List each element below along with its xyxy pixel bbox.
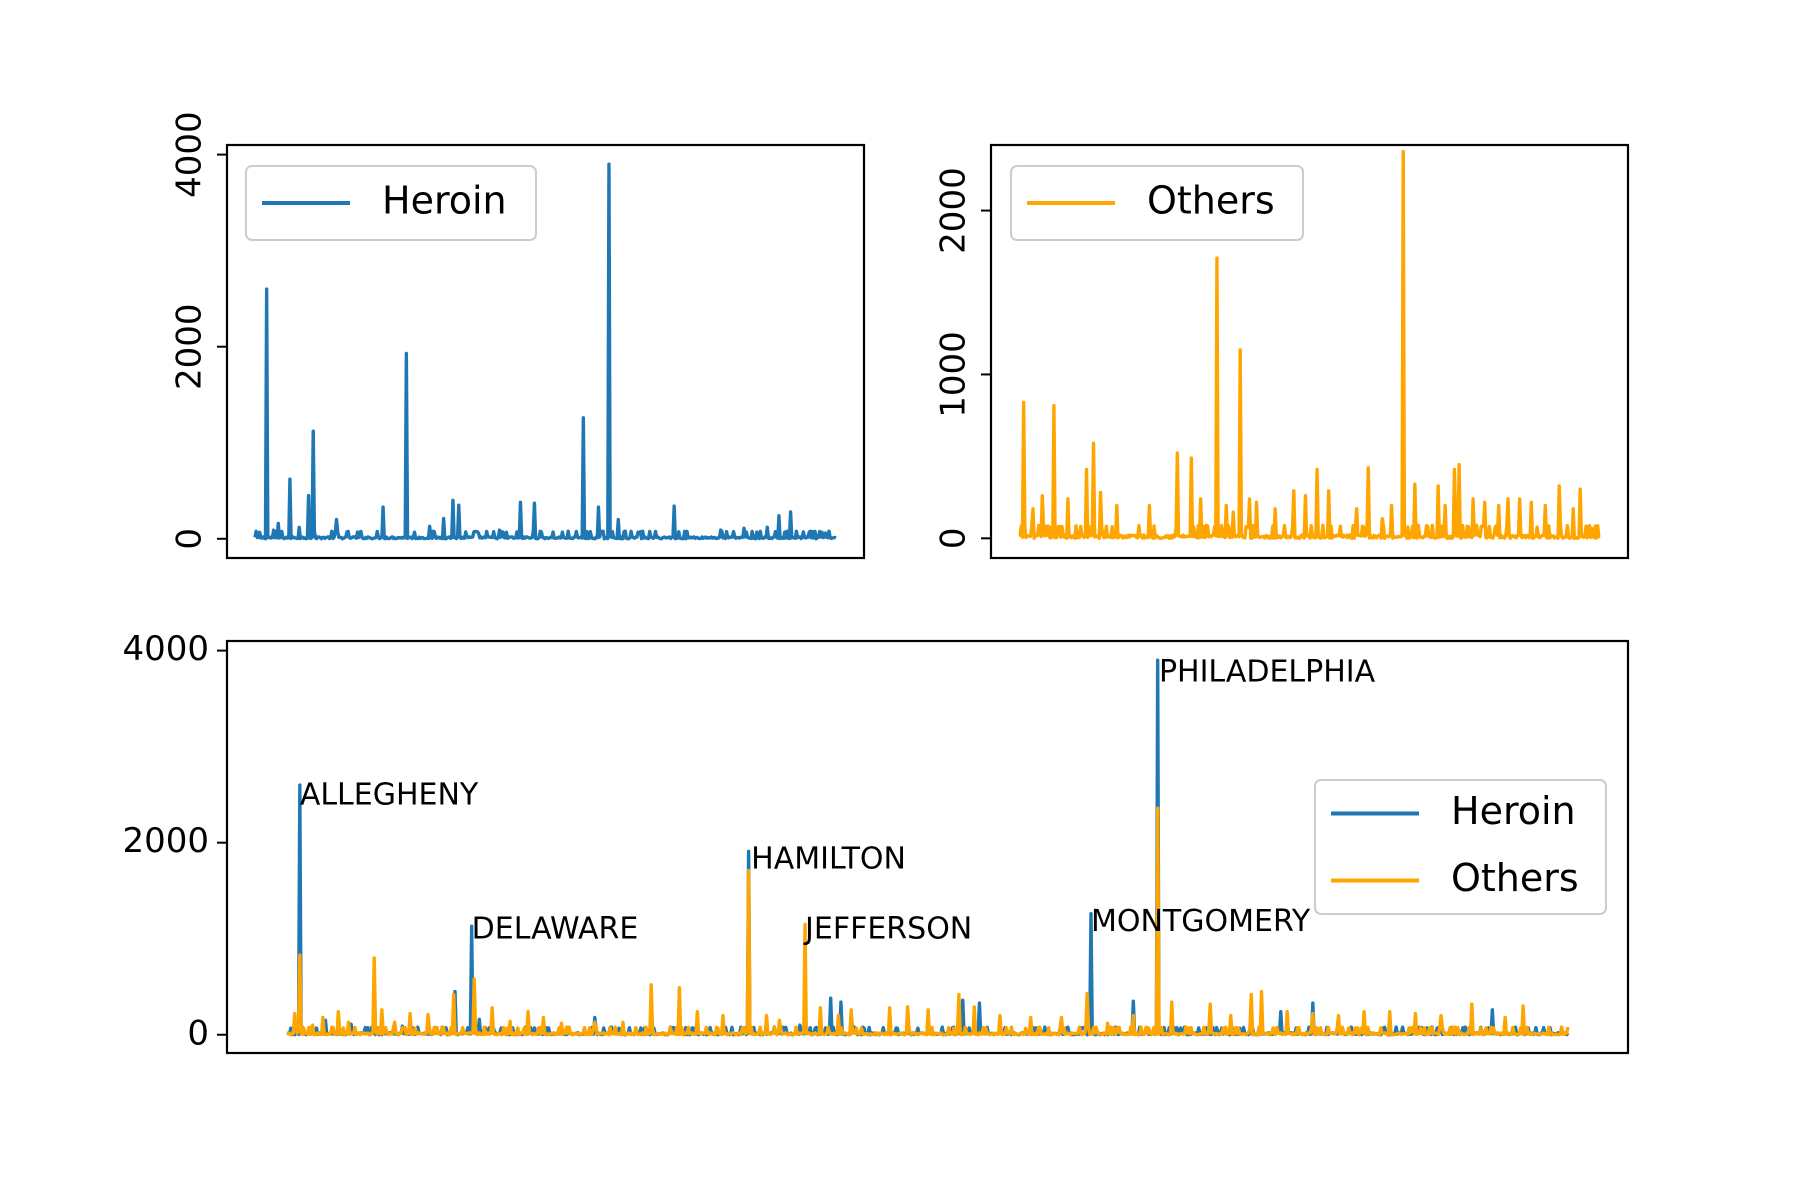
- annotation-montgomery: MONTGOMERY: [1091, 904, 1311, 939]
- legend-frame: [245, 165, 537, 241]
- series-line-others: [1018, 149, 1601, 541]
- legend-label-others: Others: [1451, 856, 1579, 900]
- panel-top-right-others: 0 1000 2000 Others: [934, 143, 1630, 560]
- y-tick-label: 4000: [122, 629, 209, 669]
- y-tick-label: 2000: [934, 167, 974, 254]
- series-line-others: [286, 806, 1570, 1037]
- legend-label-heroin: Heroin: [382, 179, 507, 223]
- axes-frame: [225, 143, 866, 560]
- panel-bottom-combined: 0 2000 4000 ALLEGHENY DELAWARE HAMILTON JEFFER…: [122, 629, 1630, 1055]
- series-line-heroin: [253, 162, 837, 541]
- y-tick-label: 0: [170, 528, 210, 550]
- annotation-allegheny: ALLEGHENY: [300, 777, 479, 812]
- panel-top-left-heroin: 0 2000 4000 Heroin: [170, 111, 866, 560]
- legend-label-others: Others: [1147, 179, 1275, 223]
- y-tick-label: 1000: [934, 331, 974, 418]
- series-lines: [253, 162, 837, 541]
- series-lines: [1018, 149, 1601, 541]
- legend-frame: [1010, 165, 1304, 241]
- axes-frame: [989, 143, 1630, 560]
- y-tick-label: 0: [934, 528, 974, 550]
- legend: Heroin Others: [1314, 779, 1607, 915]
- annotation-philadelphia: PHILADELPHIA: [1159, 654, 1376, 689]
- legend: Heroin: [245, 165, 537, 241]
- legend-label-heroin: Heroin: [1451, 789, 1576, 833]
- annotation-delaware: DELAWARE: [472, 912, 639, 947]
- annotation-hamilton: HAMILTON: [751, 842, 906, 877]
- y-tick-label: 4000: [170, 111, 210, 198]
- legend: Others: [1010, 165, 1304, 241]
- axes-frame: [225, 639, 1630, 1055]
- y-tick-label: 2000: [170, 303, 210, 390]
- annotation-jefferson: JEFFERSON: [803, 912, 972, 947]
- y-tick-label: 2000: [122, 821, 209, 861]
- series-lines: [286, 658, 1570, 1037]
- y-tick-label: 0: [187, 1013, 209, 1053]
